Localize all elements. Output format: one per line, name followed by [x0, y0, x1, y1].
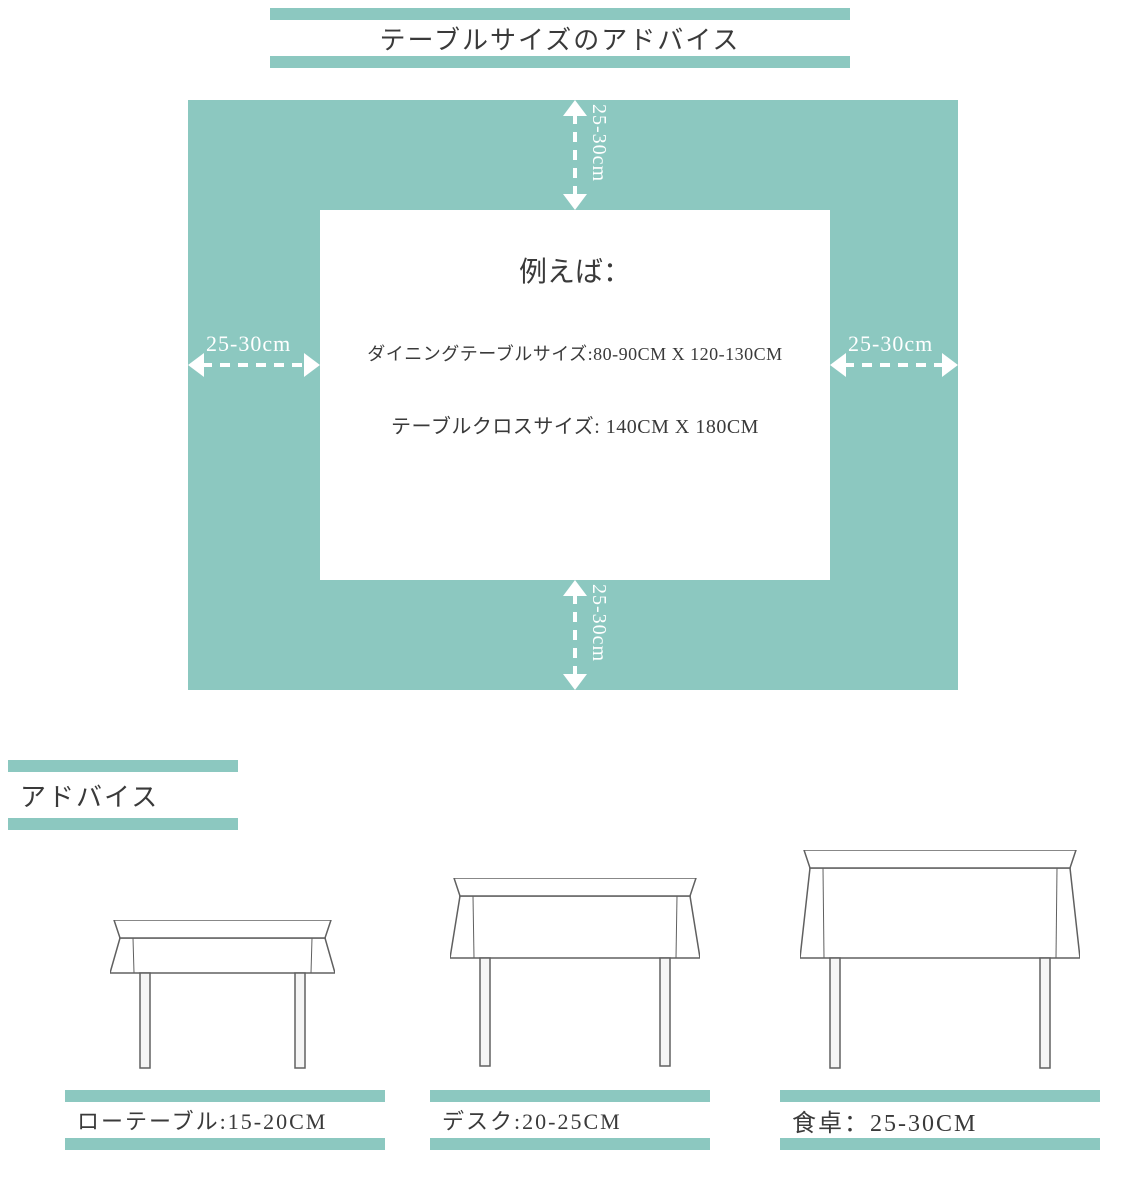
margin-label-left: 25-30cm	[206, 331, 291, 357]
low-table-label: ローテーブル:15-20CM	[65, 1090, 385, 1150]
desk-icon	[450, 878, 700, 1068]
margin-arrow-top	[561, 100, 589, 210]
dining-table-label: 食卓：25-30CM	[780, 1090, 1100, 1150]
low-table-icon	[110, 920, 335, 1070]
margin-label-bottom: 25-30cm	[587, 584, 610, 662]
dining-table-label-text: 食卓：25-30CM	[780, 1098, 1100, 1142]
title-banner: テーブルサイズのアドバイス	[270, 8, 850, 68]
title-banner-text: テーブルサイズのアドバイス	[270, 16, 850, 60]
margin-label-top: 25-30cm	[587, 104, 610, 182]
example-line-1: ダイニングテーブルサイズ:80-90CM X 120-130CM	[320, 340, 830, 366]
example-heading: 例えば：	[320, 250, 830, 290]
low-table-label-text: ローテーブル:15-20CM	[65, 1098, 385, 1142]
margin-label-right: 25-30cm	[848, 331, 933, 357]
example-line-2: テーブルクロスサイズ: 140CM X 180CM	[320, 410, 830, 439]
table-rect: 例えば： ダイニングテーブルサイズ:80-90CM X 120-130CM テーブル…	[320, 210, 830, 580]
dining-table-icon	[800, 850, 1080, 1070]
advice-banner: アドバイス	[8, 760, 238, 830]
desk-label-text: デスク:20-25CM	[430, 1098, 710, 1142]
desk-label: デスク:20-25CM	[430, 1090, 710, 1150]
advice-banner-text: アドバイス	[8, 768, 238, 822]
margin-arrow-bottom	[561, 580, 589, 690]
